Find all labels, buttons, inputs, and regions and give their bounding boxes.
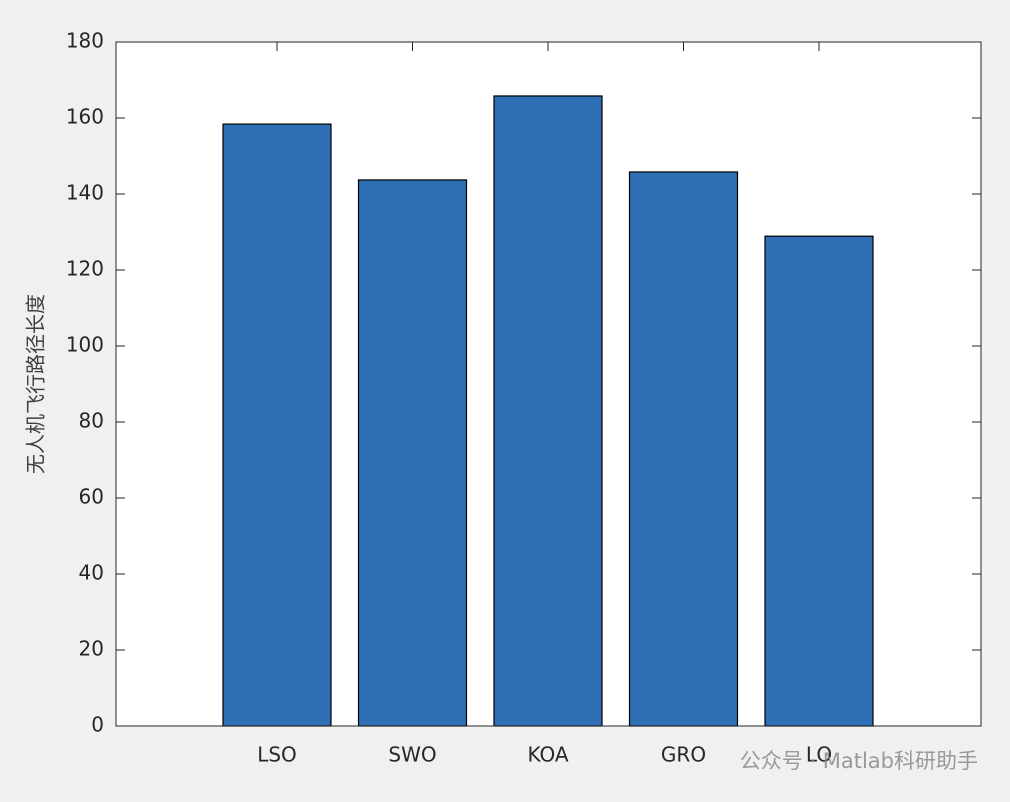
x-tick-label: SWO [388, 743, 436, 767]
x-tick-label: LSO [257, 743, 297, 767]
ticks: 0 20 40 60 80 100 120 140 160 180 LSO SWO KOA GRO LO [66, 29, 981, 767]
y-tick-label: 140 [66, 181, 104, 205]
bar [222, 123, 332, 727]
y-tick-label: 120 [66, 257, 104, 281]
y-axis-label: 无人机飞行路径长度 [24, 294, 48, 474]
bar [493, 95, 603, 727]
watermark: 公众号 · Matlab科研助手 [740, 749, 978, 773]
y-tick-label: 0 [91, 713, 104, 737]
bars [222, 95, 874, 727]
x-tick-label: KOA [527, 743, 568, 767]
x-tick-label: GRO [661, 743, 706, 767]
x-tick-label: LO [806, 743, 832, 767]
bar [357, 179, 468, 727]
y-tick-label: 40 [79, 561, 104, 585]
y-tick-label: 100 [66, 333, 104, 357]
axes-box [115, 41, 982, 727]
y-tick-label: 160 [66, 105, 104, 129]
y-tick-label: 80 [79, 409, 104, 433]
bar [764, 235, 874, 727]
y-tick-label: 20 [79, 637, 104, 661]
bar [628, 171, 739, 727]
y-tick-label: 180 [66, 29, 104, 53]
y-tick-label: 60 [79, 485, 104, 509]
